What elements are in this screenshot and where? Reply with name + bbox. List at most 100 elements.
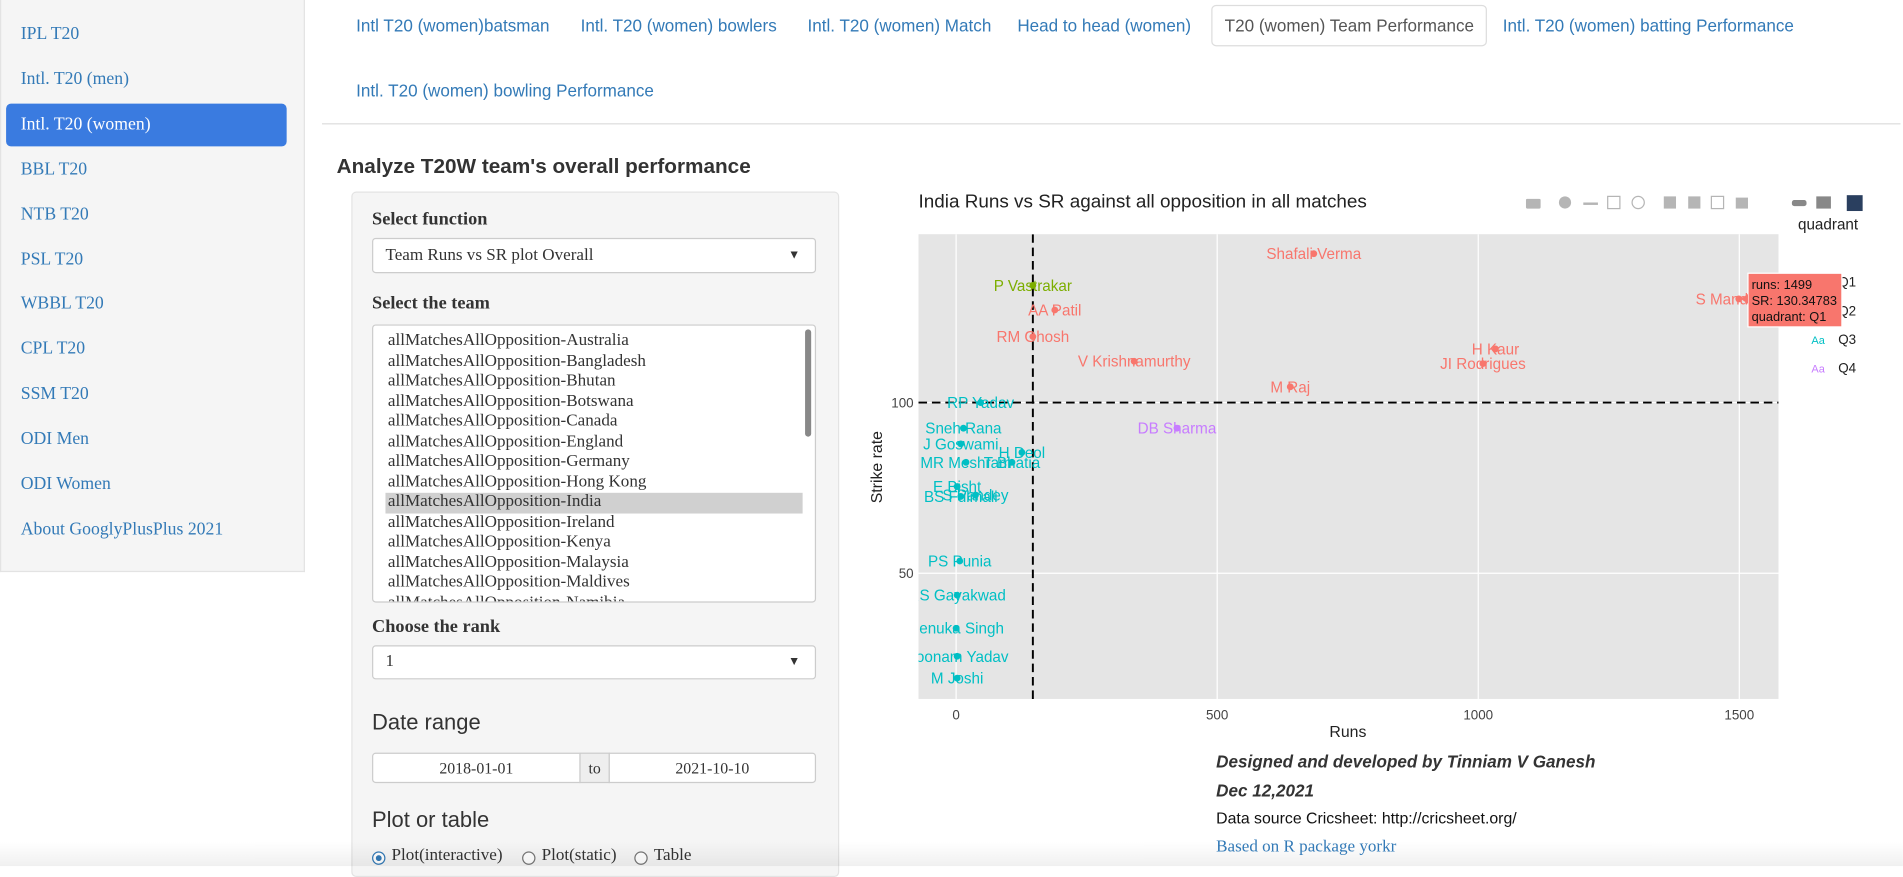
- credit-date: Dec 12,2021: [1216, 780, 1314, 801]
- point-label: M Raj: [1270, 379, 1310, 396]
- nav-item[interactable]: ODI Women: [20, 474, 111, 495]
- list-option[interactable]: allMatchesAllOpposition-Germany: [387, 452, 630, 471]
- nav-item[interactable]: ODI Men: [20, 429, 90, 450]
- caret: ▼: [788, 655, 801, 669]
- list-option[interactable]: allMatchesAllOpposition-Australia: [387, 331, 629, 351]
- tab[interactable]: Intl. T20 (women) bowling Performance: [356, 80, 654, 101]
- icon[interactable]: [1846, 195, 1863, 212]
- nav-item[interactable]: IPL T20: [20, 24, 80, 44]
- nav-item[interactable]: NTB T20: [20, 204, 89, 224]
- icon[interactable]: [1791, 200, 1807, 207]
- icon[interactable]: [1688, 196, 1701, 209]
- point-label: DB Sharma: [1138, 421, 1217, 438]
- chart-title: India Runs vs SR against all opposition …: [919, 191, 1367, 212]
- point-label: T Bhatia: [984, 455, 1041, 472]
- point-label: Shafali Verma: [1266, 246, 1361, 263]
- list-option[interactable]: allMatchesAllOpposition-Maldives: [387, 573, 630, 592]
- point: [1286, 383, 1294, 391]
- nav-item[interactable]: SSM T20: [20, 384, 89, 404]
- list-option[interactable]: allMatchesAllOpposition-Canada: [387, 412, 618, 431]
- field-label: Date range: [372, 709, 481, 735]
- list-option[interactable]: allMatchesAllOpposition-Namibia: [387, 593, 626, 603]
- point: [959, 424, 967, 432]
- x-tick-label: 500: [1206, 708, 1228, 723]
- date-separator: to: [579, 752, 610, 784]
- legend-marker: Aa: [1811, 364, 1825, 376]
- list-option[interactable]: allMatchesAllOpposition-Botswana: [387, 392, 634, 411]
- field-label: Select function: [372, 209, 488, 230]
- point: [953, 652, 961, 660]
- icon[interactable]: [1710, 195, 1725, 210]
- list-option[interactable]: allMatchesAllOpposition-Malaysia: [387, 553, 629, 572]
- function-select[interactable]: Team Runs vs SR plot Overall ▼: [372, 237, 817, 274]
- point: [957, 493, 965, 500]
- point: [962, 458, 970, 466]
- shadow: [0, 841, 1903, 867]
- plot-area: [918, 234, 1779, 699]
- tab[interactable]: Head to head (women): [1017, 15, 1192, 36]
- page-heading: Analyze T20W team's overall performance: [336, 154, 751, 179]
- icon[interactable]: [1607, 195, 1621, 210]
- rank-select[interactable]: 1 ▼: [372, 645, 817, 680]
- icon[interactable]: [1663, 196, 1677, 209]
- point: [1130, 357, 1138, 365]
- point-label: Renuka Singh: [908, 621, 1004, 638]
- point-label: AA Patil: [1028, 302, 1081, 319]
- date-end[interactable]: 2021-10-10: [608, 752, 817, 784]
- point-label: JI Rodrigues: [1440, 356, 1526, 373]
- point-label: PS Punia: [928, 553, 992, 570]
- tab[interactable]: Intl. T20 (women) batting Performance: [1502, 15, 1794, 36]
- nav-item[interactable]: CPL T20: [20, 339, 86, 359]
- point: [1735, 295, 1743, 303]
- legend-label: Q2: [1838, 303, 1856, 318]
- point: [953, 483, 961, 490]
- list-option[interactable]: allMatchesAllOpposition-England: [387, 432, 624, 451]
- select-value: 1: [385, 652, 394, 671]
- list-option[interactable]: allMatchesAllOpposition-Bhutan: [387, 372, 616, 391]
- icon[interactable]: [1631, 195, 1645, 210]
- point-label: S Pandey: [942, 488, 1008, 505]
- divider: [322, 123, 1901, 125]
- nav-item[interactable]: BBL T20: [20, 159, 88, 179]
- date-start[interactable]: 2018-01-01: [372, 752, 581, 784]
- point: [953, 591, 961, 599]
- point-label: H Kaur: [1472, 341, 1519, 358]
- list-option[interactable]: allMatchesAllOpposition-Bangladesh: [387, 351, 646, 371]
- list-option[interactable]: allMatchesAllOpposition-Kenya: [387, 533, 611, 552]
- nav-item[interactable]: Intl. T20 (women): [6, 103, 287, 147]
- point: [957, 440, 965, 448]
- data-source: Data source Cricsheet: http://cricsheet.…: [1216, 808, 1517, 828]
- x-tick-label: 0: [952, 708, 959, 723]
- nav-item[interactable]: PSL T20: [20, 249, 84, 269]
- point: [1173, 424, 1181, 432]
- nav-item[interactable]: WBBL T20: [20, 294, 104, 314]
- point: [1008, 458, 1016, 466]
- point: [1029, 282, 1037, 289]
- legend-marker: Aa: [1811, 335, 1825, 347]
- icon[interactable]: [1525, 198, 1541, 209]
- icon[interactable]: [1735, 197, 1748, 209]
- point-label: RM Ghosh: [996, 329, 1069, 346]
- icon[interactable]: [1816, 196, 1831, 209]
- point-label: MR Meshram: [920, 455, 1011, 472]
- nav-item[interactable]: About GooglyPlusPlus 2021: [20, 519, 224, 540]
- field-label: Choose the rank: [372, 617, 501, 637]
- point: [1051, 306, 1059, 314]
- tab[interactable]: Intl T20 (women)batsman: [356, 15, 550, 36]
- list-option[interactable]: allMatchesAllOpposition-India: [385, 492, 803, 513]
- team-listbox[interactable]: allMatchesAllOpposition-Australia allMatc…: [372, 324, 817, 603]
- point: [1029, 333, 1037, 341]
- point: [953, 674, 961, 682]
- point-label: RP Yadav: [947, 395, 1014, 412]
- tab[interactable]: Intl. T20 (women) Match: [807, 15, 992, 36]
- icon[interactable]: [1558, 196, 1572, 209]
- icon[interactable]: [1583, 202, 1598, 205]
- tab[interactable]: T20 (women) Team Performance: [1211, 4, 1488, 47]
- list-option[interactable]: allMatchesAllOpposition-Ireland: [387, 512, 615, 532]
- tab[interactable]: Intl. T20 (women) bowlers: [580, 15, 777, 36]
- nav-item[interactable]: Intl. T20 (men): [20, 69, 129, 89]
- list-option[interactable]: allMatchesAllOpposition-Hong Kong: [387, 472, 647, 491]
- package-link[interactable]: Based on R package yorkr: [1216, 838, 1397, 857]
